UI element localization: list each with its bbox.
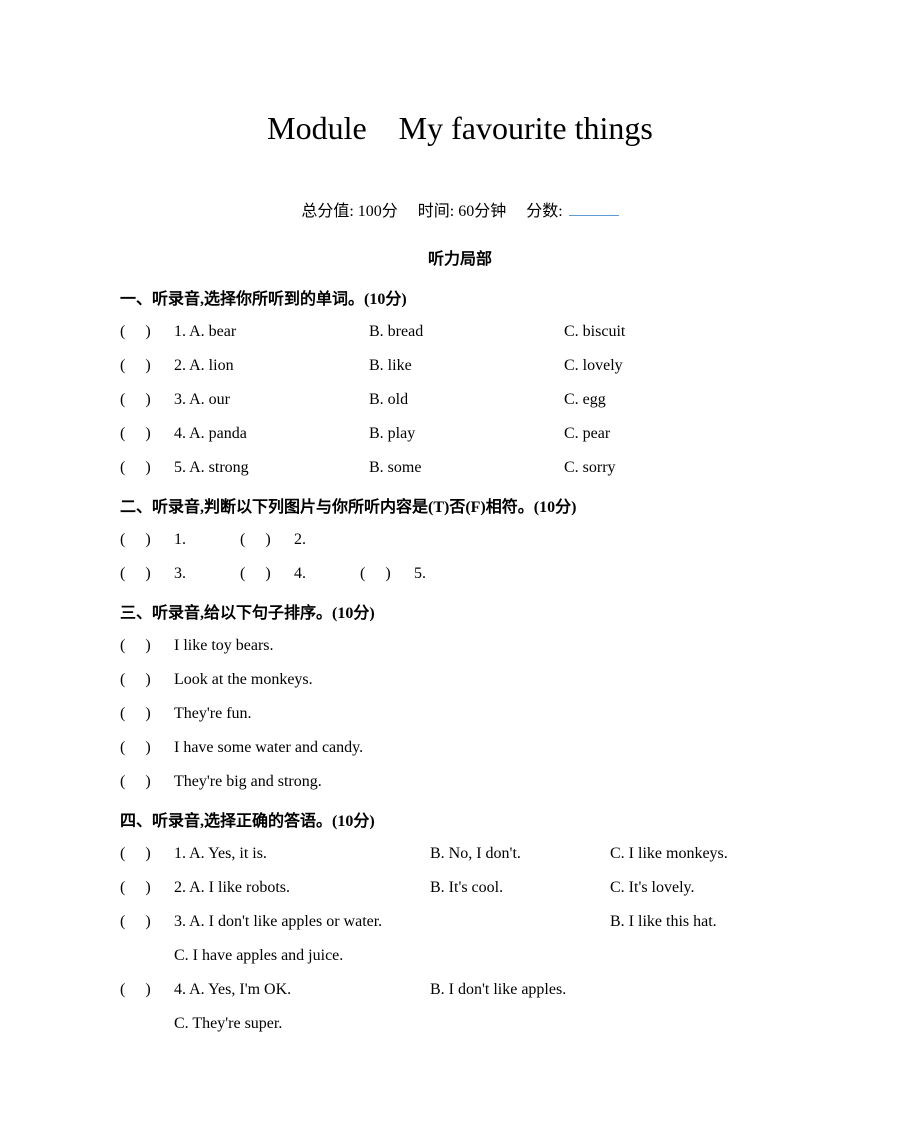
option-b: B. play [369, 425, 564, 443]
option-b: B. bread [369, 323, 564, 341]
answer-paren[interactable]: ( ) [240, 565, 294, 583]
option-c: C. biscuit [564, 323, 800, 341]
option-c: C. pear [564, 425, 800, 443]
q-num: 4. [174, 425, 186, 442]
section4-item: ( ) 3. A. I don't like apples or water. … [120, 913, 800, 931]
tf-num: 4. [294, 565, 356, 583]
q-num: 3. [174, 391, 186, 408]
tf-num: 5. [414, 565, 476, 583]
option-b: B. It's cool. [430, 879, 610, 897]
option-c: C. sorry [564, 459, 800, 477]
option-a: A. our [189, 391, 230, 408]
section4-sub: C. They're super. [174, 1015, 800, 1033]
answer-paren[interactable]: ( ) [120, 913, 174, 931]
meta-info: 总分值: 100分 时间: 60分钟 分数: [120, 197, 800, 221]
tf-num: 1. [174, 531, 236, 549]
section1-item: ( ) 3. A. our B. old C. egg [120, 391, 800, 409]
section1-header: 一、听录音,选择你所听到的单词。(10分) [120, 285, 800, 309]
section1-item: ( ) 1. A. bear B. bread C. biscuit [120, 323, 800, 341]
q-num: 3. [174, 913, 186, 930]
section1-item: ( ) 5. A. strong B. some C. sorry [120, 459, 800, 477]
option-a: A. bear [189, 323, 236, 340]
section1-item: ( ) 4. A. panda B. play C. pear [120, 425, 800, 443]
answer-paren[interactable]: ( ) [120, 879, 174, 897]
section3-item: ( )They're big and strong. [120, 773, 800, 791]
answer-paren[interactable]: ( ) [120, 705, 174, 723]
option-b: B. some [369, 459, 564, 477]
option-c: C. It's lovely. [610, 879, 800, 897]
answer-paren[interactable]: ( ) [120, 739, 174, 757]
answer-paren[interactable]: ( ) [240, 531, 294, 549]
time-limit: 时间: 60分钟 [418, 203, 506, 220]
section2-header: 二、听录音,判断以下列图片与你所听内容是(T)否(F)相符。(10分) [120, 493, 800, 517]
section4-header: 四、听录音,选择正确的答语。(10分) [120, 807, 800, 831]
score-blank[interactable] [569, 215, 619, 216]
q-num: 1. [174, 323, 186, 340]
option-b: B. like [369, 357, 564, 375]
q-num: 5. [174, 459, 186, 476]
option-a: A. panda [189, 425, 247, 442]
section4-sub: C. I have apples and juice. [174, 947, 800, 965]
option-a: A. I like robots. [189, 879, 290, 896]
option-b: B. No, I don't. [430, 845, 610, 863]
sentence: They're fun. [174, 705, 252, 722]
answer-paren[interactable]: ( ) [360, 565, 414, 583]
total-score: 总分值: 100分 [301, 203, 397, 220]
q-num: 1. [174, 845, 186, 862]
option-b: B. old [369, 391, 564, 409]
sentence: I have some water and candy. [174, 739, 363, 756]
option-a: A. lion [189, 357, 233, 374]
sentence: I like toy bears. [174, 637, 274, 654]
section3-item: ( )I like toy bears. [120, 637, 800, 655]
option-b: B. I like this hat. [610, 913, 800, 931]
option-c: C. lovely [564, 357, 800, 375]
section3-item: ( )Look at the monkeys. [120, 671, 800, 689]
section4-item: ( ) 2. A. I like robots. B. It's cool. C… [120, 879, 800, 897]
listening-section-title: 听力局部 [120, 245, 800, 269]
section4-item: ( ) 4. A. Yes, I'm OK. B. I don't like a… [120, 981, 800, 999]
section3-item: ( )They're fun. [120, 705, 800, 723]
answer-paren[interactable]: ( ) [120, 323, 174, 341]
answer-paren[interactable]: ( ) [120, 773, 174, 791]
answer-paren[interactable]: ( ) [120, 391, 174, 409]
option-c: C. I like monkeys. [610, 845, 800, 863]
answer-paren[interactable]: ( ) [120, 357, 174, 375]
sentence: They're big and strong. [174, 773, 322, 790]
tf-num: 3. [174, 565, 236, 583]
tf-num: 2. [294, 531, 356, 549]
answer-paren[interactable]: ( ) [120, 671, 174, 689]
sentence: Look at the monkeys. [174, 671, 313, 688]
section4-item: ( ) 1. A. Yes, it is. B. No, I don't. C.… [120, 845, 800, 863]
answer-paren[interactable]: ( ) [120, 459, 174, 477]
module-title: Module My favourite things [120, 110, 800, 147]
answer-paren[interactable]: ( ) [120, 565, 174, 583]
option-a: A. Yes, it is. [189, 845, 267, 862]
q-num: 2. [174, 357, 186, 374]
section3-header: 三、听录音,给以下句子排序。(10分) [120, 599, 800, 623]
section3-item: ( )I have some water and candy. [120, 739, 800, 757]
answer-paren[interactable]: ( ) [120, 425, 174, 443]
q-num: 4. [174, 981, 186, 998]
answer-paren[interactable]: ( ) [120, 845, 174, 863]
answer-paren[interactable]: ( ) [120, 981, 174, 999]
section2-row1: ( )1. ( )2. [120, 531, 800, 549]
answer-paren[interactable]: ( ) [120, 637, 174, 655]
answer-paren[interactable]: ( ) [120, 531, 174, 549]
option-a: A. I don't like apples or water. [189, 913, 382, 930]
option-a: A. strong [189, 459, 249, 476]
option-a: A. Yes, I'm OK. [189, 981, 291, 998]
option-c: C. egg [564, 391, 800, 409]
option-b: B. I don't like apples. [430, 981, 680, 999]
q-num: 2. [174, 879, 186, 896]
section2-row2: ( )3. ( )4. ( )5. [120, 565, 800, 583]
section1-item: ( ) 2. A. lion B. like C. lovely [120, 357, 800, 375]
score-label: 分数: [526, 203, 562, 220]
